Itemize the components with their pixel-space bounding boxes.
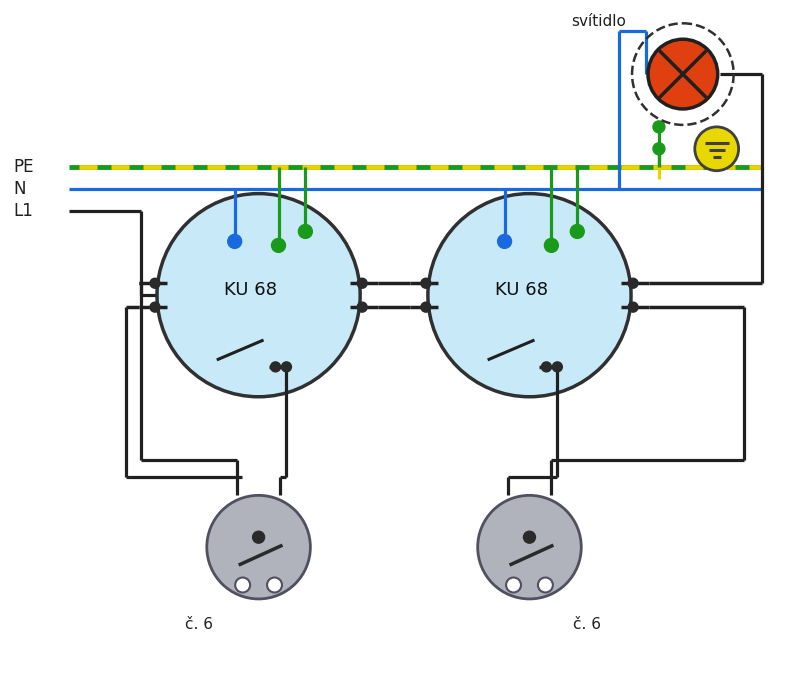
Circle shape	[541, 362, 552, 372]
Circle shape	[270, 362, 281, 372]
Text: svítidlo: svítidlo	[571, 14, 626, 29]
Circle shape	[253, 531, 265, 543]
Circle shape	[553, 362, 562, 372]
Text: č. 6: č. 6	[184, 617, 213, 632]
Circle shape	[282, 362, 291, 372]
Circle shape	[648, 39, 718, 109]
Text: L1: L1	[14, 202, 34, 219]
Circle shape	[524, 531, 536, 543]
Circle shape	[506, 578, 521, 593]
Circle shape	[267, 578, 282, 593]
Circle shape	[713, 163, 721, 170]
Circle shape	[653, 143, 665, 155]
Circle shape	[653, 121, 665, 133]
Circle shape	[570, 225, 584, 238]
Circle shape	[357, 278, 367, 288]
Circle shape	[298, 225, 312, 238]
Circle shape	[157, 194, 360, 397]
Circle shape	[628, 278, 638, 288]
Circle shape	[357, 302, 367, 312]
Circle shape	[150, 302, 160, 312]
Circle shape	[421, 302, 431, 312]
Circle shape	[235, 578, 250, 593]
Circle shape	[695, 127, 739, 170]
Text: KU 68: KU 68	[495, 281, 548, 299]
Circle shape	[428, 194, 631, 397]
Circle shape	[628, 302, 638, 312]
Text: N: N	[14, 180, 26, 198]
Circle shape	[497, 234, 512, 249]
Text: PE: PE	[14, 158, 34, 176]
Text: č. 6: č. 6	[573, 617, 602, 632]
Circle shape	[207, 496, 310, 599]
Circle shape	[545, 238, 558, 253]
Text: KU 68: KU 68	[224, 281, 277, 299]
Circle shape	[478, 496, 581, 599]
Circle shape	[272, 238, 286, 253]
Circle shape	[150, 278, 160, 288]
Circle shape	[421, 278, 431, 288]
Circle shape	[538, 578, 553, 593]
Circle shape	[228, 234, 241, 249]
